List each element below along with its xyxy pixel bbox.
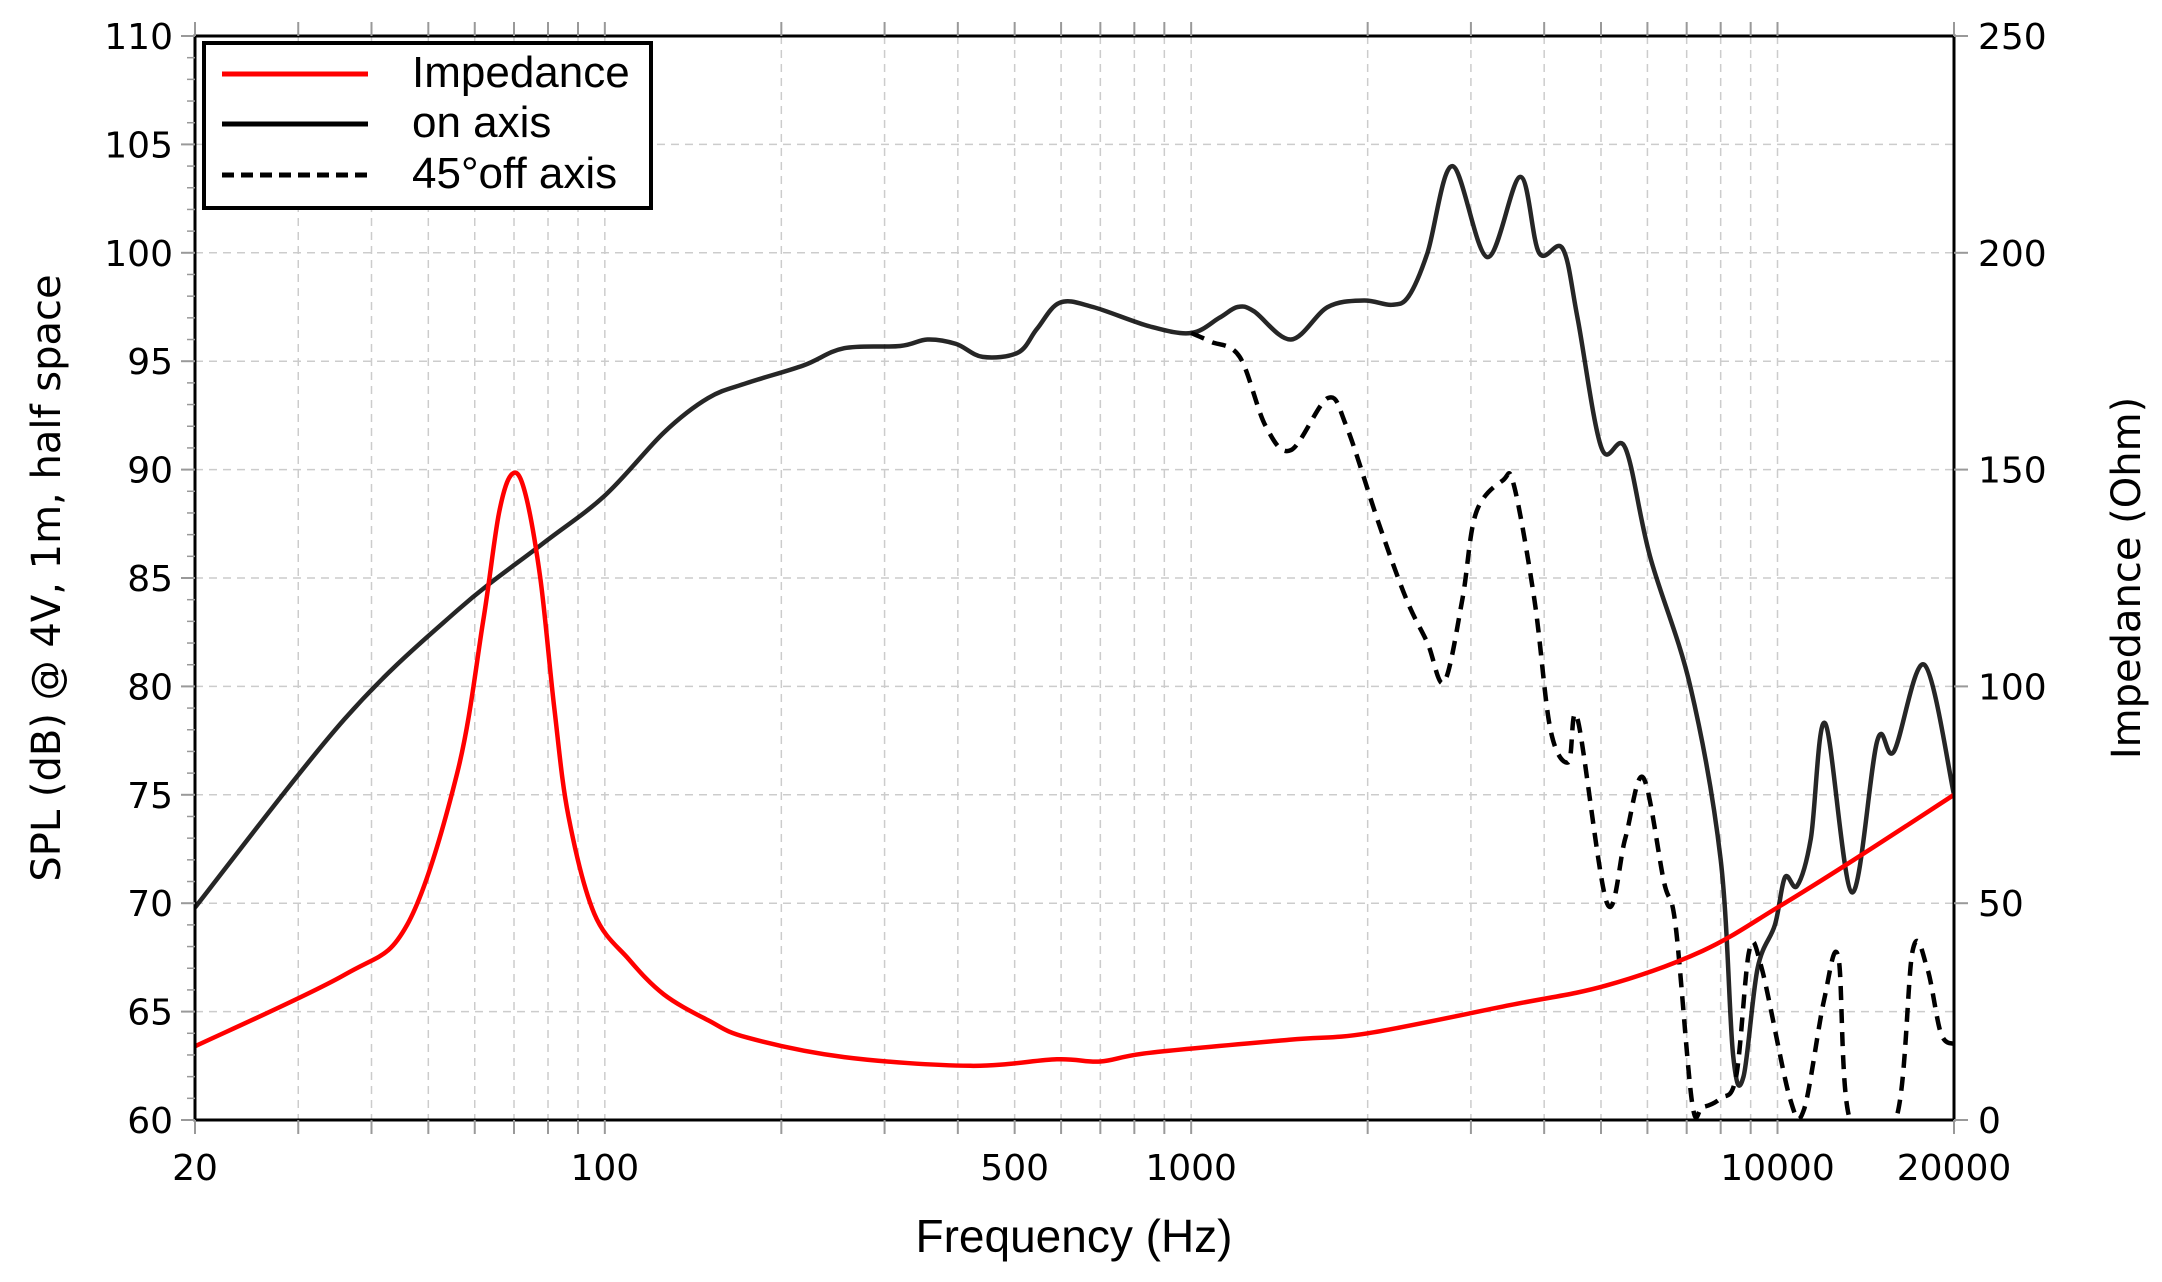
y-axis-title: SPL (dB) @ 4V, 1m, half space xyxy=(24,274,70,881)
y2-axis-title: Impedance (Ohm) xyxy=(2104,397,2150,759)
y-tick-label: 90 xyxy=(127,451,173,492)
legend-label-impedance: Impedance xyxy=(412,48,630,97)
legend-label-on-axis: on axis xyxy=(412,98,551,147)
y-tick-label: 65 xyxy=(127,993,173,1034)
series-line-on-axis xyxy=(195,163,1954,1088)
legend: Impedance on axis 45°off axis xyxy=(202,41,653,210)
y-tick-label: 75 xyxy=(127,776,173,817)
y-tick-label: 95 xyxy=(127,342,173,383)
x-tick-label: 500 xyxy=(980,1148,1049,1189)
y-tick-label: 60 xyxy=(127,1101,173,1142)
y2-tick-label: 50 xyxy=(1978,884,2024,925)
x-tick-label: 100 xyxy=(570,1148,639,1189)
x-tick-label: 20 xyxy=(172,1148,218,1189)
y2-tick-label: 0 xyxy=(1978,1101,2001,1142)
curves xyxy=(195,163,1954,1120)
x-tick-label: 1000 xyxy=(1145,1148,1237,1189)
x-axis-title: Frequency (Hz) xyxy=(916,1210,1233,1262)
y-tick-label: 85 xyxy=(127,559,173,600)
x-tick-label: 10000 xyxy=(1720,1148,1835,1189)
grid xyxy=(195,36,1954,1120)
y-tick-label: 100 xyxy=(104,234,173,275)
y2-tick-label: 150 xyxy=(1978,451,2047,492)
ticks: 20 100 500 1000 10000 20000606570758085909510… xyxy=(104,17,2046,1189)
y-tick-label: 70 xyxy=(127,884,173,925)
y2-tick-label: 250 xyxy=(1978,17,2047,58)
legend-label-off-axis: 45°off axis xyxy=(412,149,617,198)
y2-tick-label: 100 xyxy=(1978,667,2047,708)
y-tick-label: 110 xyxy=(104,17,173,58)
y-tick-label: 105 xyxy=(104,125,173,166)
series-line-impedance xyxy=(195,470,1954,1069)
series-line-45-off-axis xyxy=(1190,330,1954,1120)
x-tick-label: 20000 xyxy=(1897,1148,2012,1189)
y2-tick-label: 200 xyxy=(1978,234,2047,275)
y-tick-label: 80 xyxy=(127,667,173,708)
